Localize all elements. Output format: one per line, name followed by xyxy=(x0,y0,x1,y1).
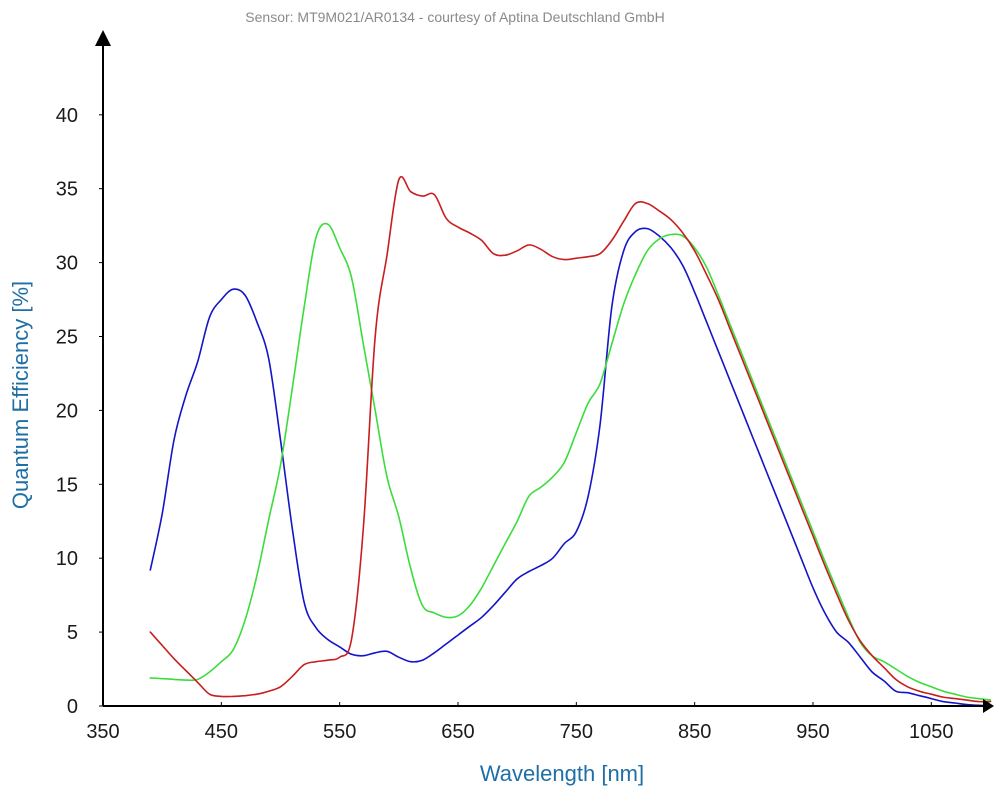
x-tick-label: 350 xyxy=(86,721,119,743)
y-axis-title: Quantum Efficiency [%] xyxy=(8,281,33,509)
y-axis-arrow-icon xyxy=(95,30,111,46)
x-tick-label: 650 xyxy=(441,721,474,743)
x-tick-label: 550 xyxy=(323,721,356,743)
x-ticks: 350 450 550 650 750 850 950 1050 xyxy=(86,702,954,743)
x-axis-arrow-icon xyxy=(983,699,994,713)
y-tick-label: 30 xyxy=(56,253,78,275)
series-line-1 xyxy=(149,227,992,707)
x-tick-label: 850 xyxy=(678,721,711,743)
y-tick-label: 40 xyxy=(56,105,78,127)
y-tick-label: 15 xyxy=(56,474,78,496)
x-axis-title: Wavelength [nm] xyxy=(480,761,644,786)
y-tick-label: 35 xyxy=(56,179,78,201)
x-tick-label: 450 xyxy=(205,721,238,743)
y-tick-label: 25 xyxy=(56,327,78,349)
chart-subtitle: Sensor: MT9M021/AR0134 - courtesy of Apt… xyxy=(245,9,664,25)
y-tick-label: 5 xyxy=(67,622,78,644)
x-tick-label: 750 xyxy=(560,721,593,743)
x-tick-label: 950 xyxy=(796,721,829,743)
y-ticks: 0 5 10 15 20 25 30 35 40 xyxy=(56,105,103,718)
y-tick-label: 10 xyxy=(56,548,78,570)
series-layer xyxy=(149,175,992,707)
series-line-3 xyxy=(149,175,992,703)
series-line-2 xyxy=(149,222,992,701)
x-tick-label: 1050 xyxy=(909,721,954,743)
y-tick-label: 0 xyxy=(67,696,78,718)
y-tick-label: 20 xyxy=(56,400,78,422)
